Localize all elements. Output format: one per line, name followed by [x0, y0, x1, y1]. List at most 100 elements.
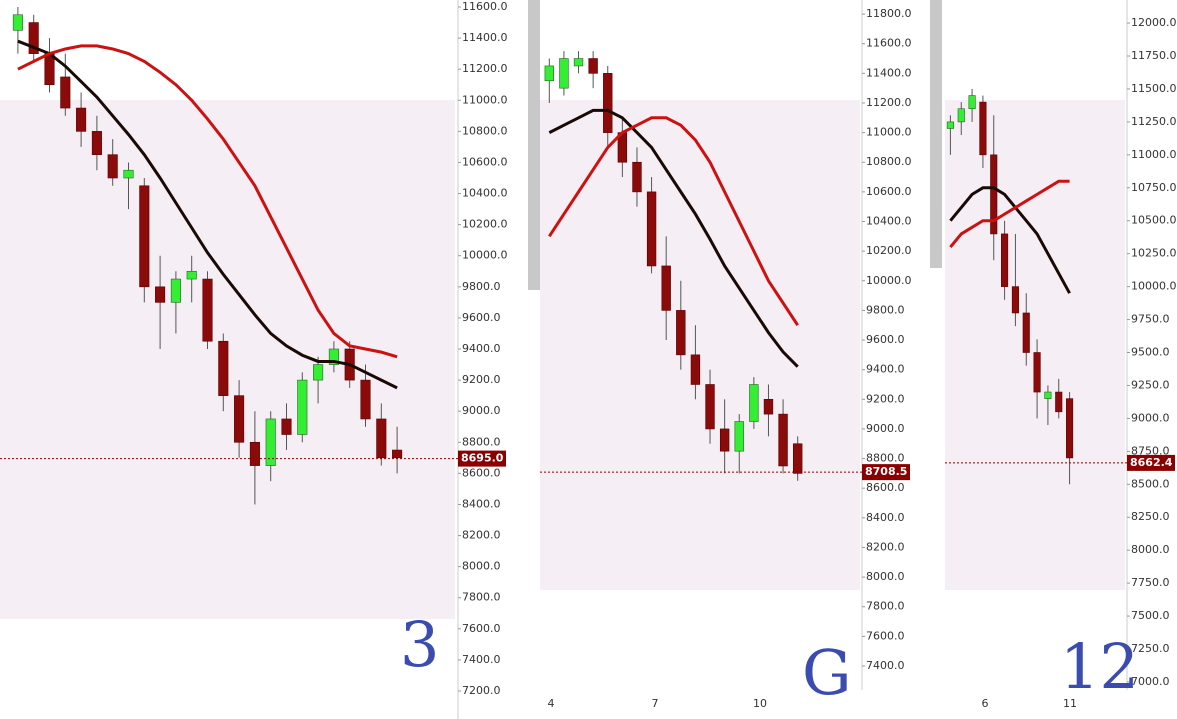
- candle-body: [1055, 391, 1063, 413]
- candle-body: [957, 108, 965, 123]
- y-tick-label: 11250.0: [1131, 115, 1177, 128]
- y-tick-label: 11400.0: [866, 66, 912, 79]
- candle-body: [778, 413, 788, 467]
- y-tick-label: 8800.0: [462, 435, 501, 448]
- y-tick-label: 8400.0: [866, 511, 905, 524]
- candle-body: [123, 169, 134, 179]
- y-tick-label: 9750.0: [1131, 313, 1170, 326]
- candle-body: [297, 379, 308, 435]
- handwritten-note: 3: [400, 608, 439, 681]
- candle-body: [661, 265, 671, 311]
- candle-body: [44, 53, 55, 86]
- handwritten-note: G: [802, 636, 852, 709]
- price-label: 8708.5: [865, 465, 907, 478]
- candle-body: [281, 418, 292, 435]
- y-tick-label: 11500.0: [1131, 82, 1177, 95]
- candle-body: [793, 443, 803, 474]
- handwritten-note: 12: [1060, 630, 1139, 703]
- y-tick-label: 9500.0: [1131, 346, 1170, 359]
- y-tick-label: 10000.0: [1131, 280, 1177, 293]
- y-tick-label: 8200.0: [462, 529, 501, 542]
- candle-body: [763, 399, 774, 415]
- y-tick-label: 12000.0: [1131, 16, 1177, 29]
- y-tick-label: 9000.0: [866, 422, 905, 435]
- candle-body: [1033, 352, 1041, 393]
- candle-body: [990, 154, 998, 235]
- candle-body: [979, 101, 987, 156]
- y-tick-label: 9000.0: [462, 404, 501, 417]
- price-label: 8695.0: [461, 452, 504, 465]
- y-tick-label: 10200.0: [866, 244, 912, 257]
- candle-body: [1011, 286, 1019, 314]
- candle-body: [28, 22, 39, 54]
- price-tag: [862, 464, 910, 481]
- candle-body: [573, 58, 584, 67]
- candle-body: [218, 340, 229, 396]
- y-tick-label: 10750.0: [1131, 181, 1177, 194]
- candle-body: [690, 354, 701, 385]
- y-tick-label: 10800.0: [462, 124, 508, 137]
- candle-body: [139, 185, 150, 288]
- candle-body: [234, 395, 245, 443]
- y-tick-label: 7400.0: [866, 659, 905, 672]
- y-tick-label: 7600.0: [462, 622, 501, 635]
- candle-body: [559, 58, 569, 89]
- y-tick-label: 9800.0: [462, 280, 501, 293]
- y-tick-label: 8000.0: [1131, 543, 1170, 556]
- y-tick-label: 11000.0: [462, 93, 508, 106]
- y-tick-label: 11800.0: [866, 7, 912, 20]
- y-tick-label: 8000.0: [866, 570, 905, 583]
- plot-shade: [540, 100, 860, 590]
- y-tick-label: 8400.0: [462, 497, 501, 510]
- scrollbar[interactable]: [930, 0, 942, 268]
- price-tag: [1127, 454, 1175, 471]
- candle-body: [107, 154, 118, 179]
- candle-body: [360, 379, 371, 420]
- y-tick-label: 11000.0: [866, 126, 912, 139]
- y-tick-label: 11750.0: [1131, 49, 1177, 62]
- candle-body: [588, 58, 598, 74]
- candle-body: [202, 278, 213, 342]
- candle-body: [1022, 312, 1030, 353]
- y-tick-label: 9600.0: [866, 333, 905, 346]
- candle-body: [12, 14, 23, 31]
- y-tick-label: 10800.0: [866, 155, 912, 168]
- y-tick-label: 11200.0: [866, 96, 912, 109]
- candle-body: [646, 191, 657, 267]
- x-tick-label: 6: [982, 697, 989, 710]
- scrollbar[interactable]: [528, 0, 540, 290]
- y-tick-label: 7250.0: [1131, 642, 1170, 655]
- y-tick-label: 8200.0: [866, 540, 905, 553]
- y-tick-label: 8250.0: [1131, 510, 1170, 523]
- price-label: 8662.4: [1130, 456, 1173, 469]
- indicator-line: [17, 44, 398, 359]
- y-tick-label: 10250.0: [1131, 247, 1177, 260]
- y-tick-label: 7000.0: [1131, 675, 1170, 688]
- candle-body: [719, 428, 730, 452]
- y-tick-label: 10600.0: [462, 155, 508, 168]
- y-tick-label: 7750.0: [1131, 576, 1170, 589]
- y-tick-label: 10500.0: [1131, 214, 1177, 227]
- candle-body: [1066, 398, 1074, 459]
- y-tick-label: 8600.0: [462, 466, 501, 479]
- candle-body: [632, 161, 642, 193]
- y-tick-label: 8000.0: [462, 560, 501, 573]
- indicator-line: [949, 179, 1070, 249]
- candle-body: [1001, 233, 1009, 287]
- y-tick-label: 11600.0: [462, 0, 508, 13]
- y-tick-label: 9200.0: [866, 392, 905, 405]
- y-tick-label: 9000.0: [1131, 411, 1170, 424]
- candle-body: [91, 131, 102, 155]
- y-tick-label: 10000.0: [462, 249, 508, 262]
- candle-body: [734, 421, 744, 452]
- y-tick-label: 9400.0: [462, 342, 501, 355]
- y-tick-label: 7800.0: [866, 600, 905, 613]
- y-tick-label: 9800.0: [866, 303, 905, 316]
- y-tick-label: 7200.0: [462, 684, 501, 697]
- candle-body: [676, 310, 686, 356]
- y-tick-label: 7800.0: [462, 591, 501, 604]
- y-tick-label: 9400.0: [866, 363, 905, 376]
- y-tick-label: 10400.0: [866, 215, 912, 228]
- y-tick-label: 10400.0: [462, 187, 508, 200]
- y-tick-label: 11400.0: [462, 31, 508, 44]
